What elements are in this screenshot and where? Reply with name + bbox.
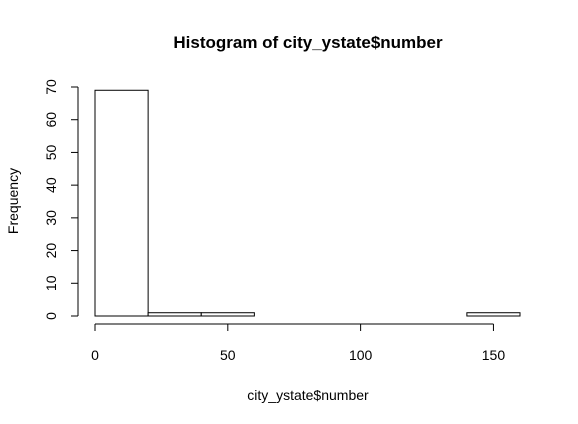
y-axis-label: Frequency — [5, 168, 21, 234]
x-tick-label: 100 — [349, 347, 373, 363]
y-tick-label: 70 — [43, 79, 59, 95]
y-tick-label: 10 — [43, 275, 59, 291]
y-tick-label: 40 — [43, 177, 59, 193]
x-axis: 0 50 100 150 — [91, 323, 506, 363]
y-axis: 0 10 20 30 40 50 60 70 — [43, 79, 79, 320]
y-tick-label: 20 — [43, 243, 59, 259]
bars-group — [94, 89, 521, 317]
x-tick-label: 150 — [482, 347, 506, 363]
x-tick-label: 0 — [91, 347, 99, 363]
histogram-bar — [466, 312, 521, 317]
y-tick-label: 30 — [43, 210, 59, 226]
chart-title: Histogram of city_ystate$number — [173, 33, 443, 52]
histogram-bar — [94, 89, 149, 317]
histogram-bar — [147, 312, 202, 317]
histogram-bar — [200, 312, 255, 317]
x-axis-label: city_ystate$number — [247, 387, 369, 403]
y-tick-label: 0 — [43, 312, 59, 320]
x-tick-label: 50 — [220, 347, 236, 363]
y-tick-label: 50 — [43, 144, 59, 160]
y-tick-label: 60 — [43, 112, 59, 128]
